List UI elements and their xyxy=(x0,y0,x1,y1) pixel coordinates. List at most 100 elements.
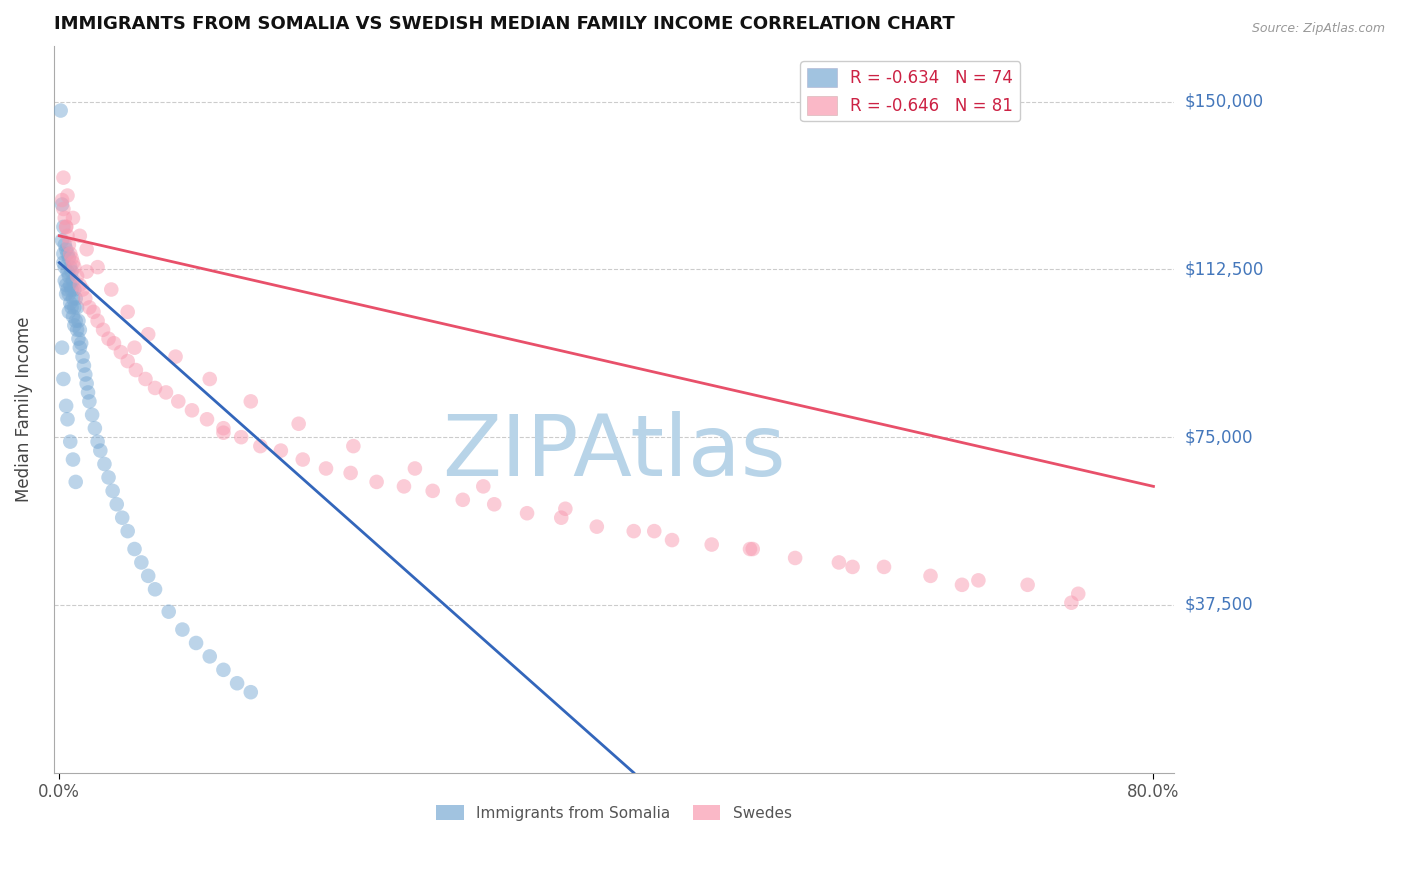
Text: IMMIGRANTS FROM SOMALIA VS SWEDISH MEDIAN FAMILY INCOME CORRELATION CHART: IMMIGRANTS FROM SOMALIA VS SWEDISH MEDIA… xyxy=(53,15,955,33)
Point xyxy=(58,269,80,284)
Point xyxy=(125,363,148,377)
Point xyxy=(131,556,153,570)
Point xyxy=(56,246,79,260)
Point xyxy=(100,283,122,297)
Point xyxy=(55,219,77,234)
Point xyxy=(181,403,204,417)
Point xyxy=(52,202,75,216)
Point xyxy=(67,314,90,328)
Point xyxy=(69,341,91,355)
Point xyxy=(315,461,337,475)
Point xyxy=(841,560,863,574)
Point xyxy=(59,296,82,310)
Point xyxy=(967,574,990,588)
Point xyxy=(484,497,506,511)
Point xyxy=(72,350,94,364)
Point xyxy=(91,323,114,337)
Point xyxy=(516,506,538,520)
Point xyxy=(198,372,221,386)
Text: $112,500: $112,500 xyxy=(1185,260,1264,278)
Point xyxy=(51,341,73,355)
Point xyxy=(83,421,105,435)
Point xyxy=(143,381,166,395)
Point xyxy=(291,452,314,467)
Point xyxy=(53,274,76,288)
Point xyxy=(59,260,82,274)
Point xyxy=(63,301,86,315)
Text: Source: ZipAtlas.com: Source: ZipAtlas.com xyxy=(1251,22,1385,36)
Point xyxy=(212,425,235,440)
Point xyxy=(66,301,89,315)
Point xyxy=(72,283,94,297)
Point xyxy=(56,265,79,279)
Point xyxy=(422,483,444,498)
Point xyxy=(52,372,75,386)
Point xyxy=(55,399,77,413)
Point xyxy=(623,524,645,538)
Point xyxy=(950,578,973,592)
Point xyxy=(65,314,87,328)
Point xyxy=(1067,587,1090,601)
Point xyxy=(55,242,77,256)
Point xyxy=(239,394,262,409)
Point xyxy=(52,170,75,185)
Point xyxy=(62,292,84,306)
Point xyxy=(75,292,97,306)
Point xyxy=(55,278,77,293)
Point xyxy=(342,439,364,453)
Point xyxy=(111,510,134,524)
Point xyxy=(59,246,82,260)
Point xyxy=(62,255,84,269)
Point xyxy=(51,233,73,247)
Point xyxy=(60,283,83,297)
Point xyxy=(1060,596,1083,610)
Point xyxy=(1017,578,1039,592)
Point xyxy=(143,582,166,597)
Point xyxy=(51,193,73,207)
Point xyxy=(49,103,72,118)
Point xyxy=(82,305,104,319)
Point xyxy=(392,479,415,493)
Point xyxy=(58,237,80,252)
Point xyxy=(184,636,207,650)
Point xyxy=(60,251,83,265)
Point xyxy=(172,623,194,637)
Point xyxy=(287,417,309,431)
Point xyxy=(53,260,76,274)
Point xyxy=(231,430,253,444)
Point xyxy=(82,408,104,422)
Point xyxy=(472,479,495,493)
Point xyxy=(785,551,807,566)
Point xyxy=(86,434,108,449)
Point xyxy=(75,368,97,382)
Point xyxy=(60,301,83,315)
Point xyxy=(58,287,80,301)
Point xyxy=(554,501,576,516)
Point xyxy=(53,237,76,252)
Point xyxy=(63,260,86,274)
Point xyxy=(89,443,111,458)
Point xyxy=(59,278,82,293)
Point xyxy=(155,385,177,400)
Point xyxy=(56,188,79,202)
Point xyxy=(62,310,84,324)
Point xyxy=(52,246,75,260)
Point xyxy=(741,541,763,556)
Point xyxy=(66,323,89,337)
Point xyxy=(828,556,851,570)
Point xyxy=(117,305,139,319)
Point xyxy=(270,443,292,458)
Point xyxy=(134,372,156,386)
Text: $150,000: $150,000 xyxy=(1185,93,1264,111)
Point xyxy=(110,345,132,359)
Point xyxy=(76,376,98,391)
Text: $37,500: $37,500 xyxy=(1185,596,1254,614)
Point xyxy=(249,439,271,453)
Text: ZIPAtlas: ZIPAtlas xyxy=(441,411,786,494)
Point xyxy=(56,228,79,243)
Point xyxy=(404,461,426,475)
Point xyxy=(738,541,761,556)
Point xyxy=(63,283,86,297)
Point xyxy=(69,228,91,243)
Point xyxy=(195,412,218,426)
